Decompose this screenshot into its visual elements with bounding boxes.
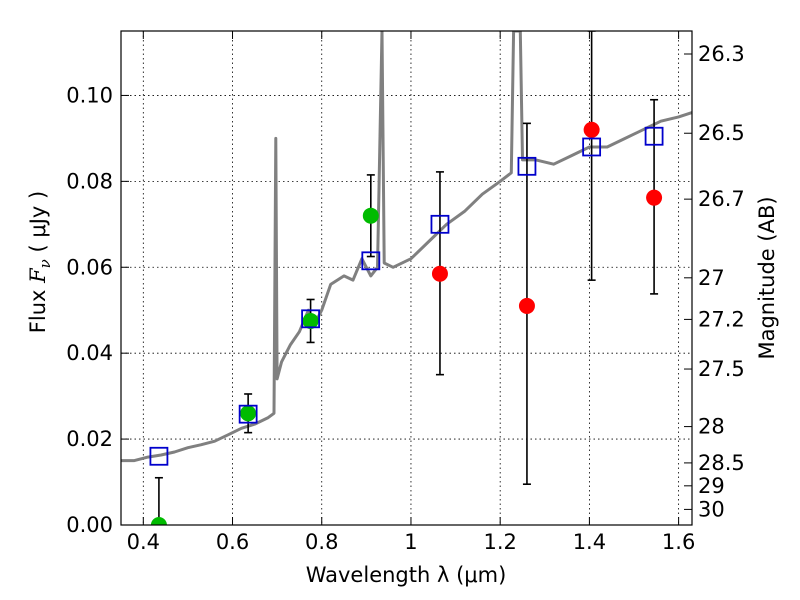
mag-tick-label-3: 27 bbox=[698, 266, 725, 290]
plot-frame bbox=[120, 30, 693, 526]
point-infrared-1 bbox=[518, 297, 535, 314]
axis-ticks bbox=[121, 31, 692, 526]
model-points bbox=[149, 126, 664, 466]
model-square-1 bbox=[238, 404, 258, 424]
y-axis-label-text: Flux bbox=[26, 283, 50, 333]
x-tick-label-1: 0.6 bbox=[216, 530, 249, 554]
spectrum bbox=[121, 31, 692, 463]
model-square-6 bbox=[582, 137, 602, 157]
model-square-7 bbox=[644, 126, 664, 146]
model-square-5 bbox=[517, 156, 537, 176]
y-axis-label: Flux Fν ( μJy ) bbox=[26, 191, 54, 333]
grid bbox=[121, 31, 692, 526]
point-optical-2 bbox=[302, 312, 319, 329]
mag-tick-label-5: 27.5 bbox=[698, 357, 745, 381]
tick-labels: 0.4 0.6 0.8 1 1.2 1.4 1.6 0.00 0.02 0.04 0.06 0.08 0… bbox=[66, 42, 745, 554]
model-square-0 bbox=[149, 446, 169, 466]
y-tick-label-0: 0.00 bbox=[66, 513, 113, 537]
y-tick-label-1: 0.02 bbox=[66, 427, 113, 451]
x-tick-label-3: 1 bbox=[404, 530, 417, 554]
point-infrared-2 bbox=[583, 121, 600, 138]
y-tick-label-5: 0.10 bbox=[66, 83, 113, 107]
mag-tick-label-1: 26.5 bbox=[698, 121, 745, 145]
mag-tick-label-0: 26.3 bbox=[698, 42, 745, 66]
point-optical-3 bbox=[362, 207, 379, 224]
y-tick-label-4: 0.08 bbox=[66, 169, 113, 193]
mag-tick-label-8: 29 bbox=[698, 474, 725, 498]
x-tick-label-6: 1.6 bbox=[662, 530, 695, 554]
y-tick-label-3: 0.06 bbox=[66, 255, 113, 279]
y-axis-label-unit: ( μJy ) bbox=[26, 191, 50, 259]
model-square-2 bbox=[301, 309, 320, 329]
point-infrared-0 bbox=[431, 265, 448, 282]
point-infrared-3 bbox=[646, 189, 663, 206]
model-square-4 bbox=[430, 214, 450, 234]
x-tick-label-2: 0.8 bbox=[305, 530, 338, 554]
x-axis-label: Wavelength λ (μm) bbox=[306, 563, 507, 587]
mag-tick-label-2: 26.7 bbox=[698, 187, 745, 211]
mag-tick-label-9: 30 bbox=[698, 497, 725, 521]
x-tick-label-5: 1.4 bbox=[573, 530, 606, 554]
y-axis-label-subscript: ν bbox=[36, 259, 54, 268]
y2-axis-label: Magnitude (AB) bbox=[755, 196, 779, 359]
mag-tick-label-7: 28.5 bbox=[698, 451, 745, 475]
data-points bbox=[150, 121, 663, 525]
x-tick-label-0: 0.4 bbox=[127, 530, 160, 554]
x-tick-label-4: 1.2 bbox=[483, 530, 516, 554]
point-optical-0 bbox=[150, 517, 167, 525]
y-axis-label-symbol: F bbox=[26, 267, 50, 284]
error-bars bbox=[154, 31, 659, 525]
spectrum-line bbox=[121, 31, 692, 463]
mag-tick-label-4: 27.2 bbox=[698, 307, 745, 331]
mag-tick-label-6: 28 bbox=[698, 415, 725, 439]
model-square-3 bbox=[361, 251, 381, 271]
point-optical-1 bbox=[240, 405, 257, 422]
y-tick-label-2: 0.04 bbox=[66, 341, 113, 365]
